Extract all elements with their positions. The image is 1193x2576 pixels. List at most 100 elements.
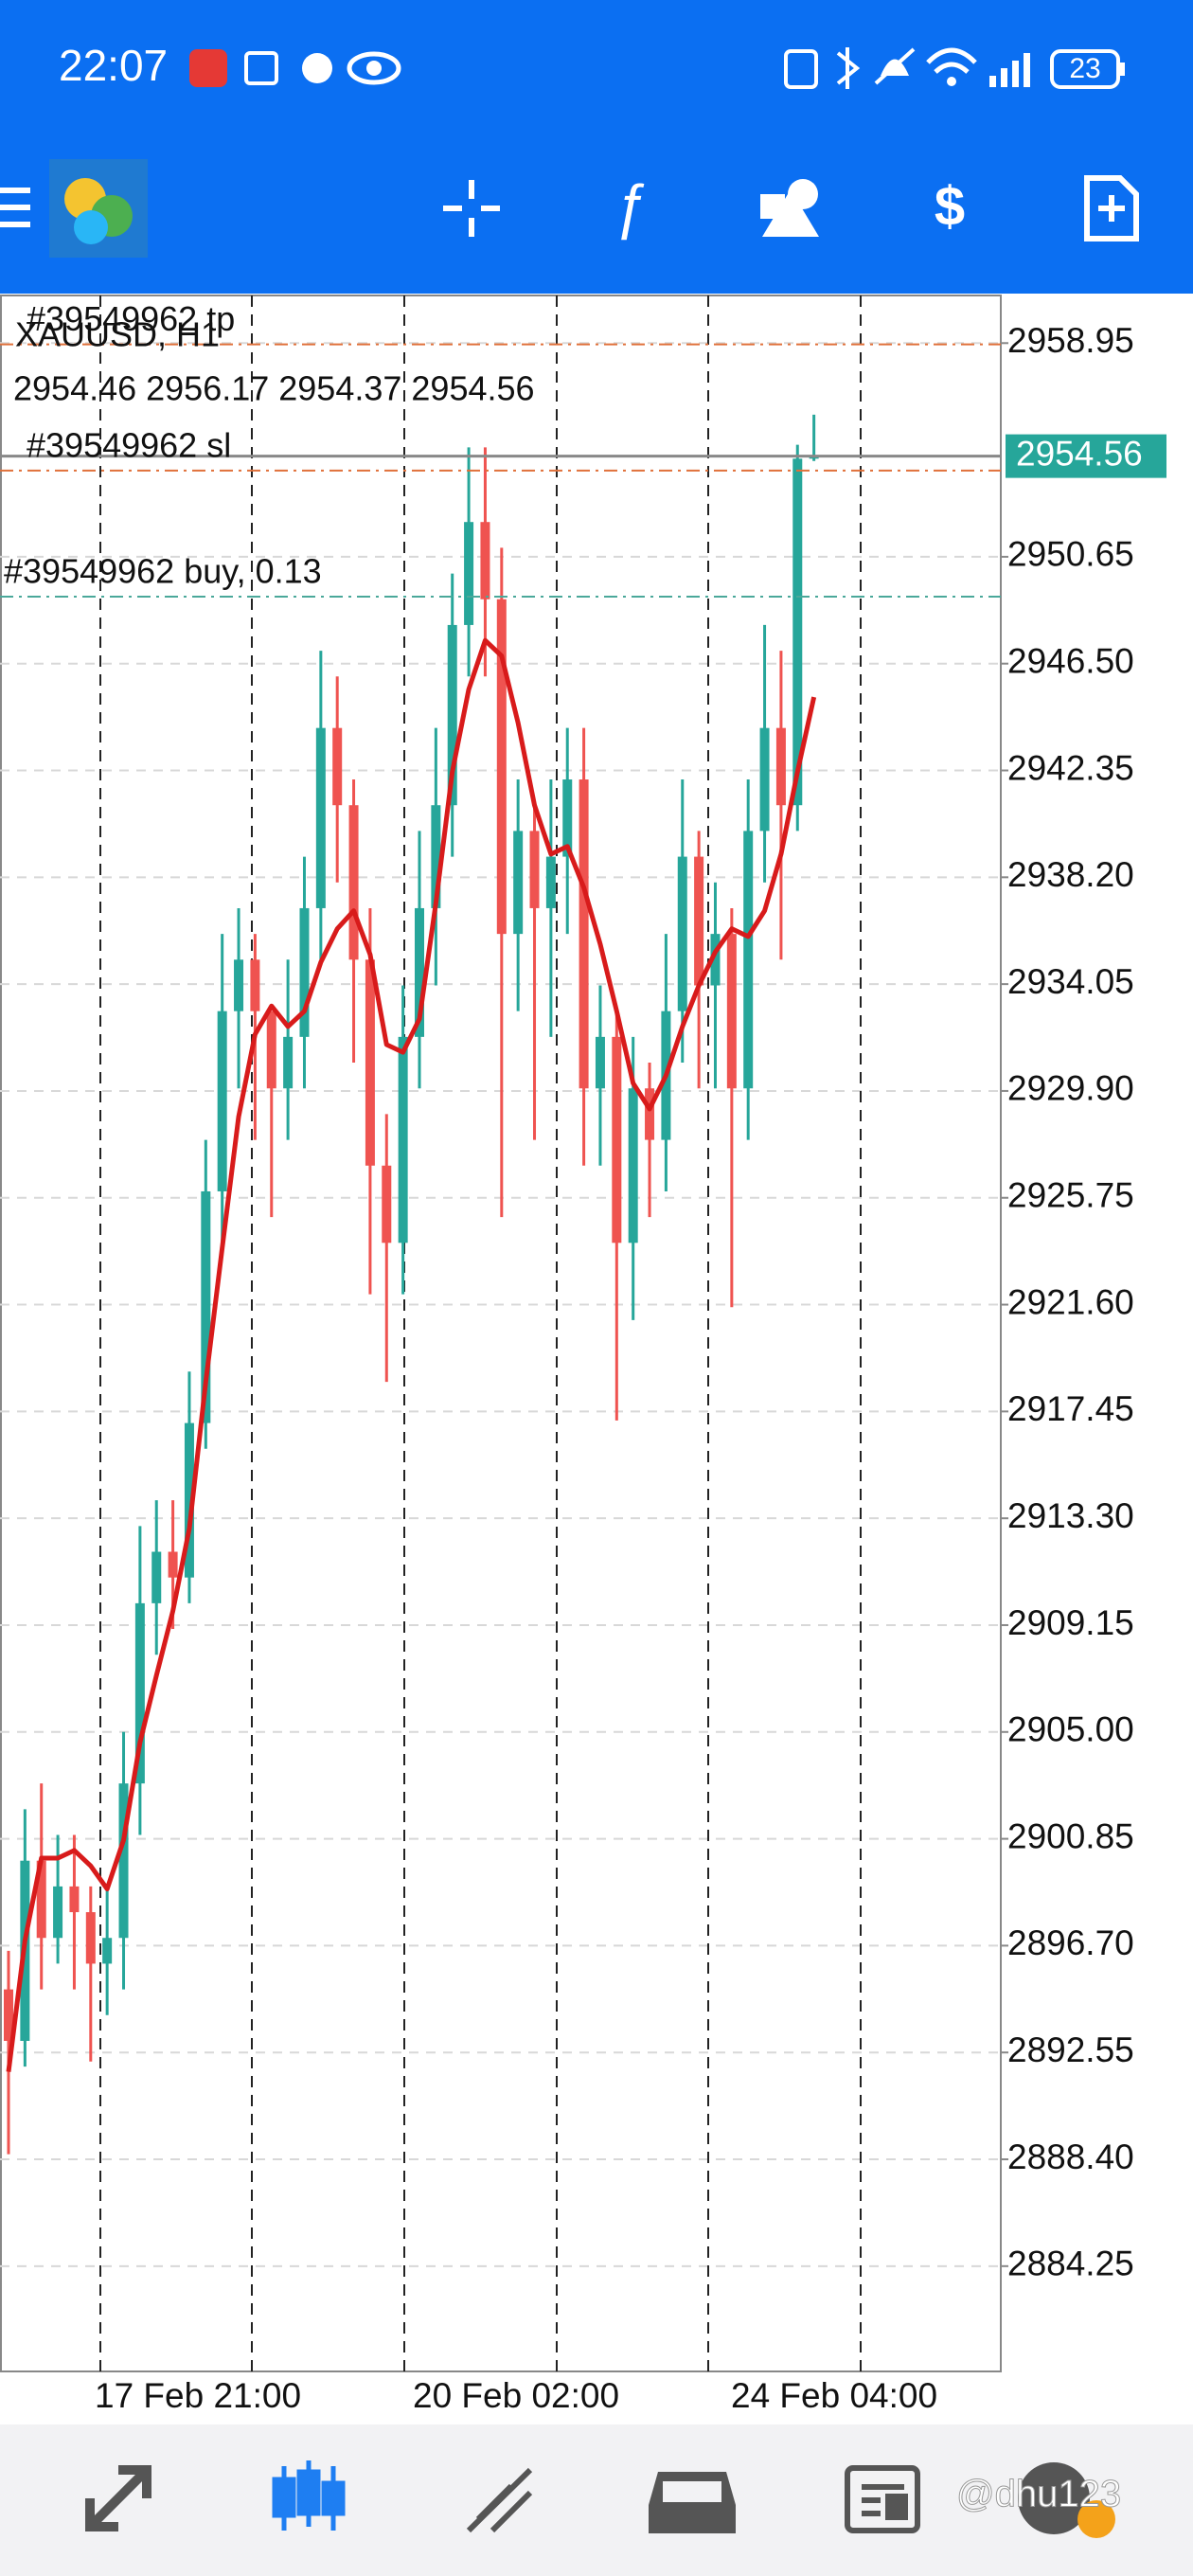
overlays: 2958.95 2950.65 2946.50 2942.35 2938.20 2934.… (0, 299, 1166, 2415)
y-tick-label: 2925.75 (1007, 1176, 1134, 1215)
trade-line-label: #39549962 sl (27, 425, 231, 464)
news-tab[interactable] (845, 2465, 920, 2533)
trade-tab[interactable] (466, 2467, 533, 2533)
candle-body (612, 1036, 622, 1243)
candle-body (85, 1912, 96, 1964)
bottom-nav (0, 2424, 1193, 2576)
candle-body (365, 959, 375, 1166)
x-tick-label: 24 Feb 04:00 (731, 2376, 937, 2415)
candle-body (348, 805, 359, 960)
candle-body (69, 1886, 80, 1913)
candle-body (743, 831, 754, 1089)
chart-tab[interactable] (272, 2460, 346, 2531)
y-tick-label: 2905.00 (1007, 1710, 1134, 1749)
y-tick-label: 2950.65 (1007, 535, 1134, 574)
candle-body (234, 959, 244, 1011)
ohlc-label: 2954.46 2956.17 2954.37 2954.56 (13, 369, 535, 408)
candle-body (134, 1602, 145, 1784)
y-tick-label: 2892.55 (1007, 2030, 1134, 2069)
y-tick-label: 2946.50 (1007, 641, 1134, 680)
candle-body (628, 1088, 638, 1243)
trade-line-label: #39549962 tp (27, 299, 235, 338)
candle-body (431, 805, 441, 908)
candle-body (447, 624, 457, 806)
quotes-tab[interactable] (85, 2465, 151, 2531)
candle-body (201, 1190, 211, 1423)
x-tick-label: 17 Feb 21:00 (95, 2376, 301, 2415)
app-logo[interactable] (49, 159, 148, 258)
candle-body (645, 1088, 655, 1140)
y-tick-label: 2934.05 (1007, 962, 1134, 1001)
x-tick-label: 20 Feb 02:00 (413, 2376, 619, 2415)
system-icons (784, 47, 1125, 89)
y-tick-label: 2929.90 (1007, 1069, 1134, 1108)
candle-body (118, 1783, 129, 1939)
candle-body (151, 1551, 162, 1603)
candle-body (496, 599, 507, 935)
current-price-label: 2954.56 (1016, 434, 1143, 473)
candle-body (266, 1011, 276, 1089)
candle-body (545, 856, 556, 908)
current-price-box (1006, 434, 1166, 478)
candle-body (775, 727, 786, 806)
moving-average (6, 637, 817, 2072)
more-tab[interactable] (1018, 2462, 1115, 2538)
y-tick-label: 2896.70 (1007, 1923, 1134, 1962)
candle-body (184, 1422, 194, 1578)
candle-body (315, 727, 326, 908)
candle-body (694, 856, 704, 986)
candle-body (513, 831, 524, 935)
y-tick-label: 2900.85 (1007, 1816, 1134, 1855)
candle-body (726, 934, 737, 1089)
new-order-button[interactable] (1084, 175, 1139, 242)
indicators-button[interactable]: ƒ (613, 171, 647, 241)
candle-body (332, 727, 343, 806)
y-tick-label: 2913.30 (1007, 1496, 1134, 1535)
y-tick-label: 2938.20 (1007, 855, 1134, 894)
y-tick-label: 2917.45 (1007, 1389, 1134, 1428)
candle-body (250, 959, 260, 1011)
candle-body (415, 907, 424, 1037)
trade-line-label: #39549962 buy, 0.13 (4, 552, 322, 591)
candle-body (464, 522, 474, 625)
y-tick-label: 2921.60 (1007, 1282, 1134, 1321)
candle-body (102, 1938, 113, 1964)
y-tick-label: 2888.40 (1007, 2138, 1134, 2176)
candle-body (759, 727, 770, 832)
period-separators (99, 295, 862, 2371)
candle-body (217, 1011, 227, 1191)
candle-body (562, 779, 573, 857)
y-tick-label: 2909.15 (1007, 1603, 1134, 1642)
candle-body (595, 1036, 605, 1089)
candle-body (168, 1551, 178, 1578)
battery-level: 23 (1069, 53, 1100, 84)
candle-body (299, 907, 310, 1037)
candle-body (480, 522, 490, 599)
crosshair-button[interactable] (443, 180, 500, 237)
candle-body (677, 856, 687, 1011)
candle-body (53, 1886, 63, 1939)
notification-icons (189, 49, 401, 87)
watermark: @dhu123 (956, 2474, 1121, 2515)
y-tick-label: 2942.35 (1007, 748, 1134, 787)
candle-body (283, 1036, 294, 1089)
candle-body (792, 458, 803, 806)
candle-body (4, 1989, 13, 2041)
candle-body (36, 1860, 46, 1939)
candle-body (710, 934, 721, 986)
clock: 22:07 (59, 41, 168, 90)
trade-button[interactable]: $ (935, 175, 965, 237)
menu-button[interactable] (0, 188, 30, 227)
history-tab[interactable] (649, 2472, 736, 2533)
candle-body (382, 1165, 392, 1243)
app-header (0, 0, 1193, 294)
objects-button[interactable] (760, 179, 819, 237)
candle-body (579, 779, 589, 1089)
plot (4, 414, 819, 2155)
symbol-label: XAUUSD, H1 (15, 315, 220, 354)
y-tick-label: 2958.95 (1007, 321, 1134, 360)
y-tick-label: 2884.25 (1007, 2245, 1134, 2283)
candle-body (398, 1036, 408, 1243)
